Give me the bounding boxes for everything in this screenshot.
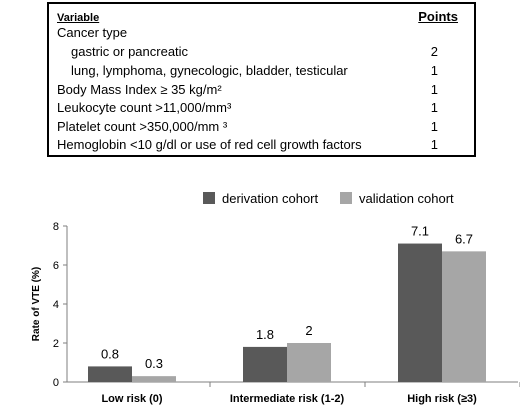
data-label: 1.8 — [256, 327, 274, 342]
table-row-variable: gastric or pancreatic — [71, 44, 189, 59]
data-label: 0.3 — [145, 356, 163, 371]
bar-validation — [132, 376, 176, 382]
data-label: 6.7 — [455, 231, 473, 246]
table-row-points: 2 — [430, 44, 438, 59]
bar-derivation — [88, 366, 132, 382]
y-axis-title: Rate of VTE (%) — [31, 267, 42, 341]
table-row-variable: Platelet count >350,000/mm ³ — [57, 119, 228, 134]
table-row-variable: Hemoglobin <10 g/dl or use of red cell g… — [57, 137, 362, 152]
table-row-variable: Leukocyte count >11,000/mm³ — [57, 100, 232, 115]
bar-validation — [287, 343, 331, 382]
bar-derivation — [243, 346, 287, 382]
table-row-variable: Cancer type — [57, 25, 128, 40]
table-row-variable: lung, lymphoma, gynecologic, bladder, te… — [71, 63, 348, 78]
bar-validation — [442, 251, 486, 382]
bar-derivation — [398, 243, 442, 382]
table-row-points: 1 — [430, 119, 438, 134]
table-header-variable: Variable — [57, 12, 100, 24]
legend-label-derivation: derivation cohort — [222, 191, 318, 206]
data-label: 2 — [305, 323, 312, 338]
table-row-points: 1 — [430, 100, 438, 115]
legend-swatch-validation — [340, 192, 352, 204]
y-tick-label: 4 — [53, 299, 59, 311]
legend-swatch-derivation — [203, 192, 215, 204]
table-row-points: 1 — [430, 63, 438, 78]
table-header-points: Points — [418, 9, 458, 24]
data-label: 0.8 — [101, 346, 119, 361]
data-label: 7.1 — [411, 224, 429, 239]
risk-score-table: Variable Points Cancer type gastric or panc… — [47, 2, 476, 157]
y-tick-label: 8 — [53, 221, 59, 233]
x-tick-label: Low risk (0) — [101, 393, 162, 405]
y-tick-label: 0 — [53, 377, 59, 389]
y-tick-label: 6 — [53, 260, 59, 272]
legend-label-validation: validation cohort — [359, 191, 454, 206]
table-row-points: 1 — [430, 137, 438, 152]
table-row-variable: Body Mass Index ≥ 35 kg/m² — [57, 82, 222, 97]
y-tick-label: 2 — [53, 338, 59, 350]
x-tick-label: Intermediate risk (1-2) — [230, 393, 345, 405]
table-row-points: 1 — [430, 82, 438, 97]
x-tick-label: High risk (≥3) — [407, 393, 477, 405]
